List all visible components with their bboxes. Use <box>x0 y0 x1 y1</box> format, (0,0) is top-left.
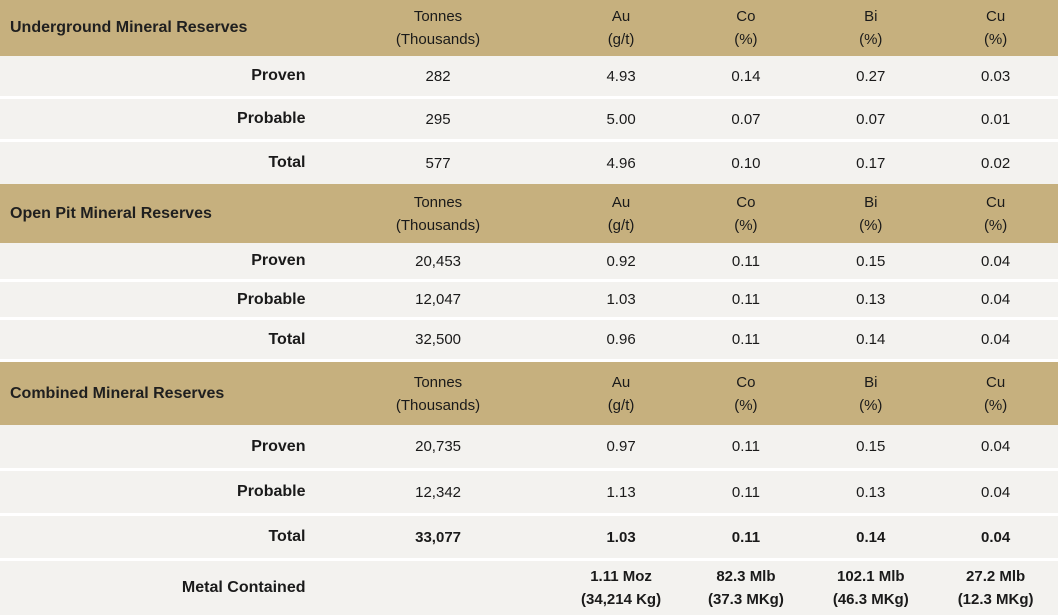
cell-bi: 0.17 <box>856 154 886 172</box>
cell-cu: 0.04 <box>981 438 1011 455</box>
row-label: Total <box>268 528 306 545</box>
cell-au: 0.92 <box>606 252 636 270</box>
cell-cu: 0.04 <box>981 252 1011 270</box>
cell-bi: 0.15 <box>856 438 886 455</box>
cell-au: 0.97 <box>606 438 636 455</box>
cell-tonnes: 282 <box>425 67 451 85</box>
cell-bi: 0.07 <box>856 110 886 128</box>
cell-co: 0.11 <box>731 331 760 348</box>
cell-cu: 0.01 <box>981 110 1011 128</box>
cell-bi: 0.14 <box>856 528 886 546</box>
cell-cu: 0.02 <box>981 154 1011 172</box>
row-label: Total <box>268 330 306 348</box>
cell-cu: 0.04 <box>981 483 1011 501</box>
cell-au: 4.93 <box>606 67 636 85</box>
section-header-combined: Combined Mineral Reserves Tonnes (Thousa… <box>0 362 1058 425</box>
cell-cu: 0.04 <box>981 291 1011 308</box>
table-row: Total 577 4.96 0.10 0.17 0.02 <box>0 142 1058 184</box>
row-label: Metal Contained <box>181 579 306 596</box>
table-row: Total 33,077 1.03 0.11 0.14 0.04 <box>0 516 1058 561</box>
row-label: Proven <box>251 252 306 269</box>
cell-bi: 0.14 <box>856 331 886 348</box>
col-header-tonnes: Tonnes (Thousands) <box>395 8 481 48</box>
cell-bi: 0.13 <box>856 291 886 308</box>
cell-bi: 0.27 <box>856 67 886 85</box>
cell-tonnes: 20,735 <box>415 438 462 455</box>
cell-tonnes: 577 <box>425 154 451 172</box>
cell-co: 0.11 <box>731 483 760 501</box>
cell-tonnes: 32,500 <box>415 331 462 348</box>
table-row: Proven 20,735 0.97 0.11 0.15 0.04 <box>0 425 1058 471</box>
row-label: Proven <box>251 67 306 84</box>
table-row: Proven 282 4.93 0.14 0.27 0.03 <box>0 56 1058 99</box>
cell-au: 1.03 <box>606 291 636 308</box>
table-row: Total 32,500 0.96 0.11 0.14 0.04 <box>0 320 1058 362</box>
col-header-co: Co (%) <box>734 193 758 234</box>
cell-co: 0.11 <box>731 291 760 308</box>
cell-co: 0.10 <box>731 154 761 172</box>
col-header-au: Au (g/t) <box>607 193 635 234</box>
cell-bi: 102.1 Mlb (46.3 MKg) <box>832 568 909 608</box>
cell-cu: 0.04 <box>981 331 1011 348</box>
cell-bi: 0.15 <box>856 252 886 270</box>
cell-au: 1.13 <box>606 483 636 501</box>
col-header-bi: Bi (%) <box>859 373 883 414</box>
cell-co: 82.3 Mlb (37.3 MKg) <box>708 568 784 608</box>
section-header-underground: Underground Mineral Reserves Tonnes (Tho… <box>0 0 1058 56</box>
cell-bi: 0.13 <box>856 483 886 501</box>
row-label: Total <box>268 154 306 171</box>
row-label: Probable <box>237 110 306 127</box>
row-label: Probable <box>237 290 306 308</box>
cell-tonnes: 295 <box>425 110 451 128</box>
cell-au: 5.00 <box>606 110 636 128</box>
cell-au: 0.96 <box>606 331 636 348</box>
row-label: Proven <box>251 437 306 455</box>
col-header-tonnes: Tonnes (Thousands) <box>395 373 481 414</box>
col-header-cu: Cu (%) <box>983 193 1008 234</box>
cell-tonnes: 33,077 <box>415 528 462 546</box>
cell-co: 0.07 <box>731 110 761 128</box>
row-label: Probable <box>237 483 306 500</box>
section-title: Combined Mineral Reserves <box>10 384 225 402</box>
section-title: Underground Mineral Reserves <box>10 19 248 36</box>
cell-co: 0.11 <box>731 438 760 455</box>
cell-cu: 0.03 <box>981 67 1011 85</box>
metal-contained-row: Metal Contained 1.11 Moz (34,214 Kg) 82.… <box>0 561 1058 615</box>
col-header-co: Co (%) <box>734 8 758 48</box>
col-header-au: Au (g/t) <box>607 8 635 48</box>
col-header-bi: Bi (%) <box>859 8 883 48</box>
cell-au: 1.11 Moz (34,214 Kg) <box>581 568 662 608</box>
cell-co: 0.11 <box>731 252 760 270</box>
table-row: Probable 12,047 1.03 0.11 0.13 0.04 <box>0 282 1058 320</box>
cell-tonnes: 20,453 <box>415 252 462 270</box>
col-header-co: Co (%) <box>734 373 758 414</box>
cell-co: 0.11 <box>731 528 761 546</box>
table-row: Proven 20,453 0.92 0.11 0.15 0.04 <box>0 243 1058 282</box>
cell-tonnes: 12,047 <box>415 291 462 308</box>
col-header-cu: Cu (%) <box>983 8 1008 48</box>
cell-au: 4.96 <box>606 154 636 172</box>
cell-au: 1.03 <box>606 528 636 546</box>
cell-tonnes: 12,342 <box>415 483 462 501</box>
col-header-tonnes: Tonnes (Thousands) <box>395 193 481 234</box>
section-title: Open Pit Mineral Reserves <box>10 204 212 222</box>
cell-cu: 27.2 Mlb (12.3 MKg) <box>957 568 1034 608</box>
cell-cu: 0.04 <box>981 528 1011 546</box>
col-header-au: Au (g/t) <box>607 373 635 414</box>
cell-co: 0.14 <box>731 67 761 85</box>
section-header-open-pit: Open Pit Mineral Reserves Tonnes (Thousa… <box>0 184 1058 243</box>
col-header-cu: Cu (%) <box>983 373 1008 414</box>
table-row: Probable 295 5.00 0.07 0.07 0.01 <box>0 99 1058 142</box>
col-header-bi: Bi (%) <box>859 193 883 234</box>
table-row: Probable 12,342 1.13 0.11 0.13 0.04 <box>0 471 1058 516</box>
